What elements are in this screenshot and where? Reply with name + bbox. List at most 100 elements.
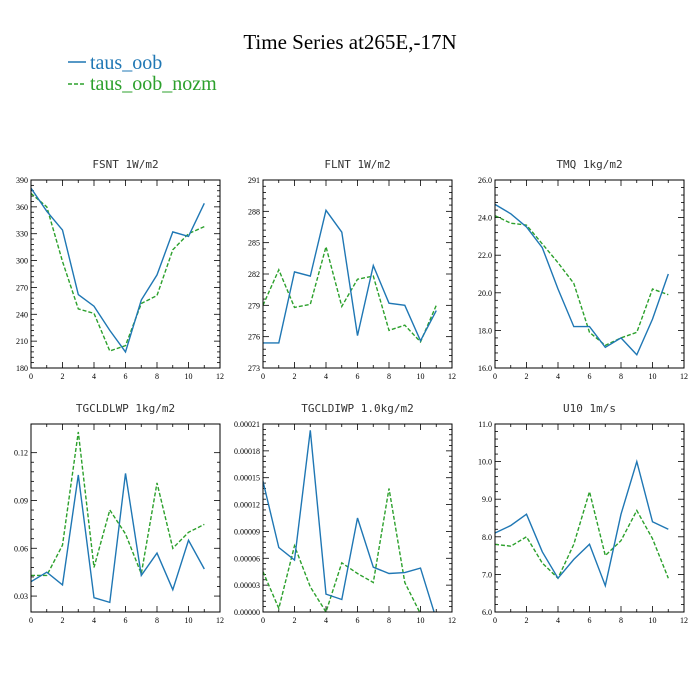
x-tick-label-tmq: 6 — [588, 372, 592, 381]
y-tick-label-tgcldiwp: 0.00000 — [234, 608, 260, 617]
y-tick-label-flnt: 273 — [248, 364, 260, 373]
y-tick-label-flnt: 276 — [248, 333, 260, 342]
y-tick-label-tmq: 24.0 — [478, 214, 492, 223]
y-tick-label-flnt: 282 — [248, 270, 260, 279]
x-tick-label-fsnt: 2 — [61, 372, 65, 381]
x-tick-label-flnt: 8 — [387, 372, 391, 381]
y-tick-label-fsnt: 360 — [16, 203, 28, 212]
y-tick-label-fsnt: 390 — [16, 176, 28, 185]
x-tick-label-fsnt: 12 — [216, 372, 224, 381]
y-tick-label-u10: 9.0 — [482, 495, 492, 504]
x-tick-label-tgcldlwp: 2 — [61, 616, 65, 625]
series-line-taus-oob-nozm-fsnt — [31, 192, 205, 352]
x-tick-label-flnt: 0 — [261, 372, 265, 381]
x-tick-label-flnt: 4 — [324, 372, 328, 381]
x-tick-label-tmq: 12 — [680, 372, 688, 381]
series-line-taus-oob-nozm-tgcldiwp — [263, 488, 421, 612]
y-tick-label-fsnt: 210 — [16, 337, 28, 346]
x-tick-label-u10: 0 — [493, 616, 497, 625]
x-tick-label-tgcldlwp: 8 — [155, 616, 159, 625]
panel-grid: FSNT 1W/m20 2 4 6 8 10 12180210240270300330360… — [14, 158, 688, 625]
x-tick-label-flnt: 12 — [448, 372, 456, 381]
y-tick-label-u10: 6.0 — [482, 608, 492, 617]
y-tick-label-tgcldlwp: 0.03 — [14, 592, 28, 601]
x-tick-label-tgcldlwp: 4 — [92, 616, 96, 625]
series-line-taus-oob-nozm-tgcldlwp — [31, 431, 205, 577]
y-tick-label-u10: 7.0 — [482, 570, 492, 579]
y-tick-label-tgcldlwp: 0.12 — [14, 449, 28, 458]
y-tick-label-tgcldlwp: 0.09 — [14, 496, 28, 505]
x-tick-label-u10: 6 — [588, 616, 592, 625]
panel-u10: U10 1m/s 0 2 4 6 8 10 12 6.0 7.0 8.0 9.0 10.0 11.0 — [478, 402, 688, 625]
series-line-taus-oob-tgcldlwp — [31, 473, 205, 604]
y-tick-label-fsnt: 180 — [16, 364, 28, 373]
y-tick-label-u10: 10.0 — [478, 458, 492, 467]
x-tick-label-u10: 2 — [525, 616, 529, 625]
x-tick-label-tmq: 10 — [649, 372, 657, 381]
y-tick-label-tgcldiwp: 0.00021 — [234, 420, 260, 429]
y-tick-label-flnt: 279 — [248, 301, 260, 310]
figure-title: Time Series at265E,-17N — [243, 30, 456, 54]
series-line-taus-oob-u10 — [495, 459, 669, 589]
legend-label-taus-oob-nozm: taus_oob_nozm — [90, 73, 217, 95]
y-tick-label-fsnt: 330 — [16, 230, 28, 239]
x-tick-label-flnt: 6 — [356, 372, 360, 381]
x-tick-label-tgcldiwp: 8 — [387, 616, 391, 625]
panel-flnt: FLNT 1W/m2 0 2 4 6 8 10 12 273 276 279 282 285 288 291 — [248, 158, 456, 381]
panel-title-flnt: FLNT 1W/m2 — [324, 158, 390, 171]
x-tick-label-tgcldiwp: 6 — [356, 616, 360, 625]
x-tick-label-flnt: 10 — [417, 372, 425, 381]
y-tick-label-fsnt: 270 — [16, 283, 28, 292]
panel-frame-tgcldlwp — [30, 423, 221, 613]
x-tick-label-tgcldiwp: 2 — [293, 616, 297, 625]
y-tick-label-flnt: 288 — [248, 207, 260, 216]
series-line-taus-oob-fsnt — [31, 187, 205, 354]
y-tick-label-flnt: 285 — [248, 239, 260, 248]
panel-tmq: TMQ 1kg/m2 0 2 4 6 8 10 12 16.0 18.0 20.0 22.0 24.0 2… — [478, 158, 688, 381]
y-tick-label-flnt: 291 — [248, 176, 260, 185]
x-tick-label-fsnt: 0 — [29, 372, 33, 381]
x-tick-label-tgcldiwp: 0 — [261, 616, 265, 625]
panel-frame-u10 — [494, 423, 685, 613]
y-tick-label-tmq: 18.0 — [478, 326, 492, 335]
x-tick-label-tgcldlwp: 10 — [185, 616, 193, 625]
panel-frame-fsnt — [30, 179, 221, 369]
panel-frame-flnt — [262, 179, 453, 369]
panel-title-u10: U10 1m/s — [563, 402, 616, 415]
y-tick-label-tgcldiwp: 0.00006 — [234, 554, 260, 563]
panel-tgcldlwp: TGCLDLWP 1kg/m2 0 2 4 6 8 10 12 0.03 0.06 0.09 0.12 — [14, 402, 224, 625]
x-tick-label-tmq: 0 — [493, 372, 497, 381]
x-tick-label-u10: 8 — [619, 616, 623, 625]
x-tick-label-tgcldlwp: 0 — [29, 616, 33, 625]
x-tick-label-fsnt: 10 — [185, 372, 193, 381]
x-tick-label-u10: 12 — [680, 616, 688, 625]
x-tick-label-fsnt: 6 — [124, 372, 128, 381]
x-tick-label-tmq: 2 — [525, 372, 529, 381]
x-tick-label-tgcldiwp: 4 — [324, 616, 328, 625]
y-tick-label-tgcldiwp: 0.00009 — [234, 527, 260, 536]
x-tick-label-flnt: 2 — [293, 372, 297, 381]
x-tick-label-tgcldiwp: 12 — [448, 616, 456, 625]
y-tick-label-tgcldiwp: 0.00012 — [234, 501, 260, 510]
panel-title-tmq: TMQ 1kg/m2 — [556, 158, 622, 171]
panel-frame-tmq — [494, 179, 685, 369]
panel-title-tgcldlwp: TGCLDLWP 1kg/m2 — [76, 402, 175, 415]
series-line-taus-oob-nozm-flnt — [263, 244, 437, 344]
y-tick-label-tgcldlwp: 0.06 — [14, 544, 28, 553]
legend-label-taus-oob: taus_oob — [90, 52, 162, 74]
y-tick-label-fsnt: 300 — [16, 257, 28, 266]
series-line-taus-oob-tmq — [495, 203, 669, 357]
x-tick-label-tmq: 4 — [556, 372, 560, 381]
panel-title-tgcldiwp: TGCLDIWP 1.0kg/m2 — [301, 402, 414, 415]
x-tick-label-tmq: 8 — [619, 372, 623, 381]
series-line-taus-oob-tgcldiwp — [263, 430, 435, 612]
x-tick-label-fsnt: 8 — [155, 372, 159, 381]
figure-legend: taus_oob taus_oob_nozm — [68, 52, 217, 95]
y-tick-label-tgcldiwp: 0.00003 — [234, 581, 260, 590]
panel-frame-tgcldiwp — [262, 423, 453, 613]
series-line-taus-oob-nozm-u10 — [495, 489, 669, 580]
y-tick-label-tgcldiwp: 0.00015 — [234, 474, 260, 483]
x-tick-label-tgcldlwp: 12 — [216, 616, 224, 625]
